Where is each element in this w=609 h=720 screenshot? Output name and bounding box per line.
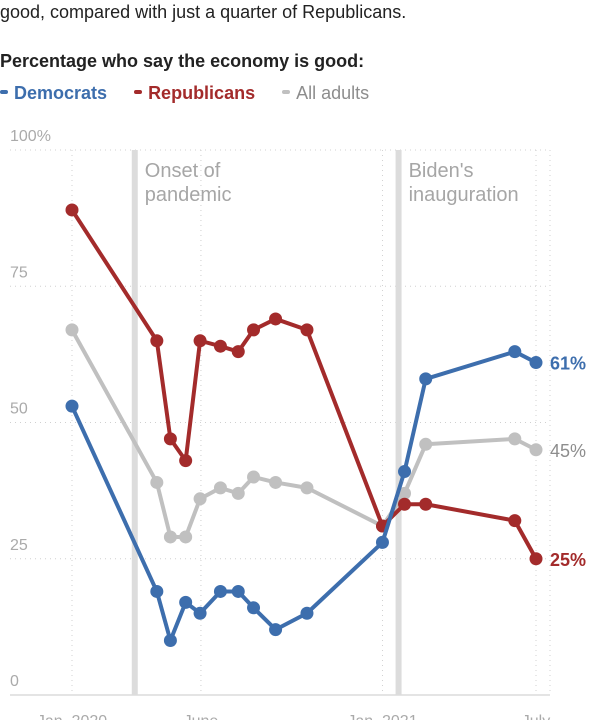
data-point-democrats <box>163 634 177 647</box>
data-point-republicans <box>529 552 543 566</box>
data-point-democrats <box>150 584 164 598</box>
legend-label-democrats: Democrats <box>14 83 108 103</box>
data-point-republicans <box>269 312 283 326</box>
data-point-democrats <box>65 399 79 413</box>
series-line-democrats <box>70 349 538 643</box>
data-point-all-adults <box>419 437 433 451</box>
data-point-all-adults <box>193 492 207 506</box>
data-point-all-adults <box>247 470 261 484</box>
data-point-democrats <box>269 623 283 637</box>
series-line-republicans <box>70 207 538 561</box>
data-point-all-adults <box>163 530 177 544</box>
data-point-all-adults <box>300 481 314 495</box>
data-point-democrats <box>419 372 433 386</box>
data-point-all-adults <box>65 323 79 337</box>
y-tick-label: 75 <box>10 264 28 281</box>
legend-label-republicans: Republicans <box>148 83 256 103</box>
annotation-label: inauguration <box>409 184 519 206</box>
legend-item-democrats: Democrats <box>0 83 107 104</box>
x-tick-label: July <box>522 713 550 720</box>
data-point-republicans <box>179 454 193 468</box>
y-tick-label: 100% <box>10 128 51 145</box>
chart-title: Percentage who say the economy is good: <box>0 51 365 71</box>
data-point-republicans <box>150 334 164 348</box>
data-point-republicans <box>163 432 177 446</box>
annotation-label: Onset of <box>145 160 221 182</box>
data-point-republicans <box>65 203 79 217</box>
data-point-republicans <box>247 323 261 337</box>
legend-item-republicans: Republicans <box>134 83 255 104</box>
data-point-democrats <box>247 601 261 615</box>
data-point-all-adults <box>179 530 193 544</box>
data-point-democrats <box>300 606 314 620</box>
y-tick-label: 50 <box>10 401 28 418</box>
data-point-democrats <box>231 584 245 598</box>
annotation-label: pandemic <box>145 184 232 206</box>
data-point-democrats <box>179 595 193 609</box>
data-point-all-adults <box>231 486 245 500</box>
data-point-all-adults <box>508 432 522 446</box>
end-label-republicans: 25% <box>550 550 586 570</box>
data-point-all-adults <box>398 486 412 500</box>
data-point-republicans <box>508 514 522 528</box>
data-point-republicans <box>419 497 433 511</box>
data-point-republicans <box>231 345 245 359</box>
intro-text: good, compared with just a quarter of Re… <box>0 2 407 22</box>
end-label-all-adults: 45% <box>550 441 586 461</box>
data-point-republicans <box>193 334 207 348</box>
data-point-all-adults <box>150 475 164 489</box>
y-tick-label: 25 <box>10 537 28 554</box>
data-point-democrats <box>213 584 227 598</box>
x-tick-label: Jan. 2020 <box>37 713 107 720</box>
end-label-democrats: 61% <box>550 354 586 374</box>
data-point-all-adults <box>529 443 543 457</box>
x-tick-label: June <box>184 713 219 720</box>
series-line-all-adults <box>70 327 538 539</box>
data-point-democrats <box>529 356 543 370</box>
legend-swatch-republicans <box>134 90 143 95</box>
data-point-all-adults <box>213 481 227 495</box>
data-point-all-adults <box>269 475 283 489</box>
legend-swatch-all-adults <box>282 90 291 95</box>
legend-item-all-adults: All adults <box>282 83 369 104</box>
data-point-democrats <box>508 345 522 359</box>
y-tick-label: 0 <box>10 673 19 690</box>
x-tick-label: Jan. 2021 <box>347 713 417 720</box>
data-point-democrats <box>193 606 207 620</box>
legend-label-all-adults: All adults <box>296 83 370 103</box>
legend: Democrats Republicans All adults <box>0 83 391 104</box>
data-point-republicans <box>300 323 314 337</box>
data-point-democrats <box>398 465 412 479</box>
annotation-label: Biden's <box>409 160 474 182</box>
data-point-democrats <box>375 535 389 549</box>
legend-swatch-democrats <box>0 90 8 95</box>
data-point-republicans <box>213 339 227 353</box>
data-point-republicans <box>398 497 412 511</box>
